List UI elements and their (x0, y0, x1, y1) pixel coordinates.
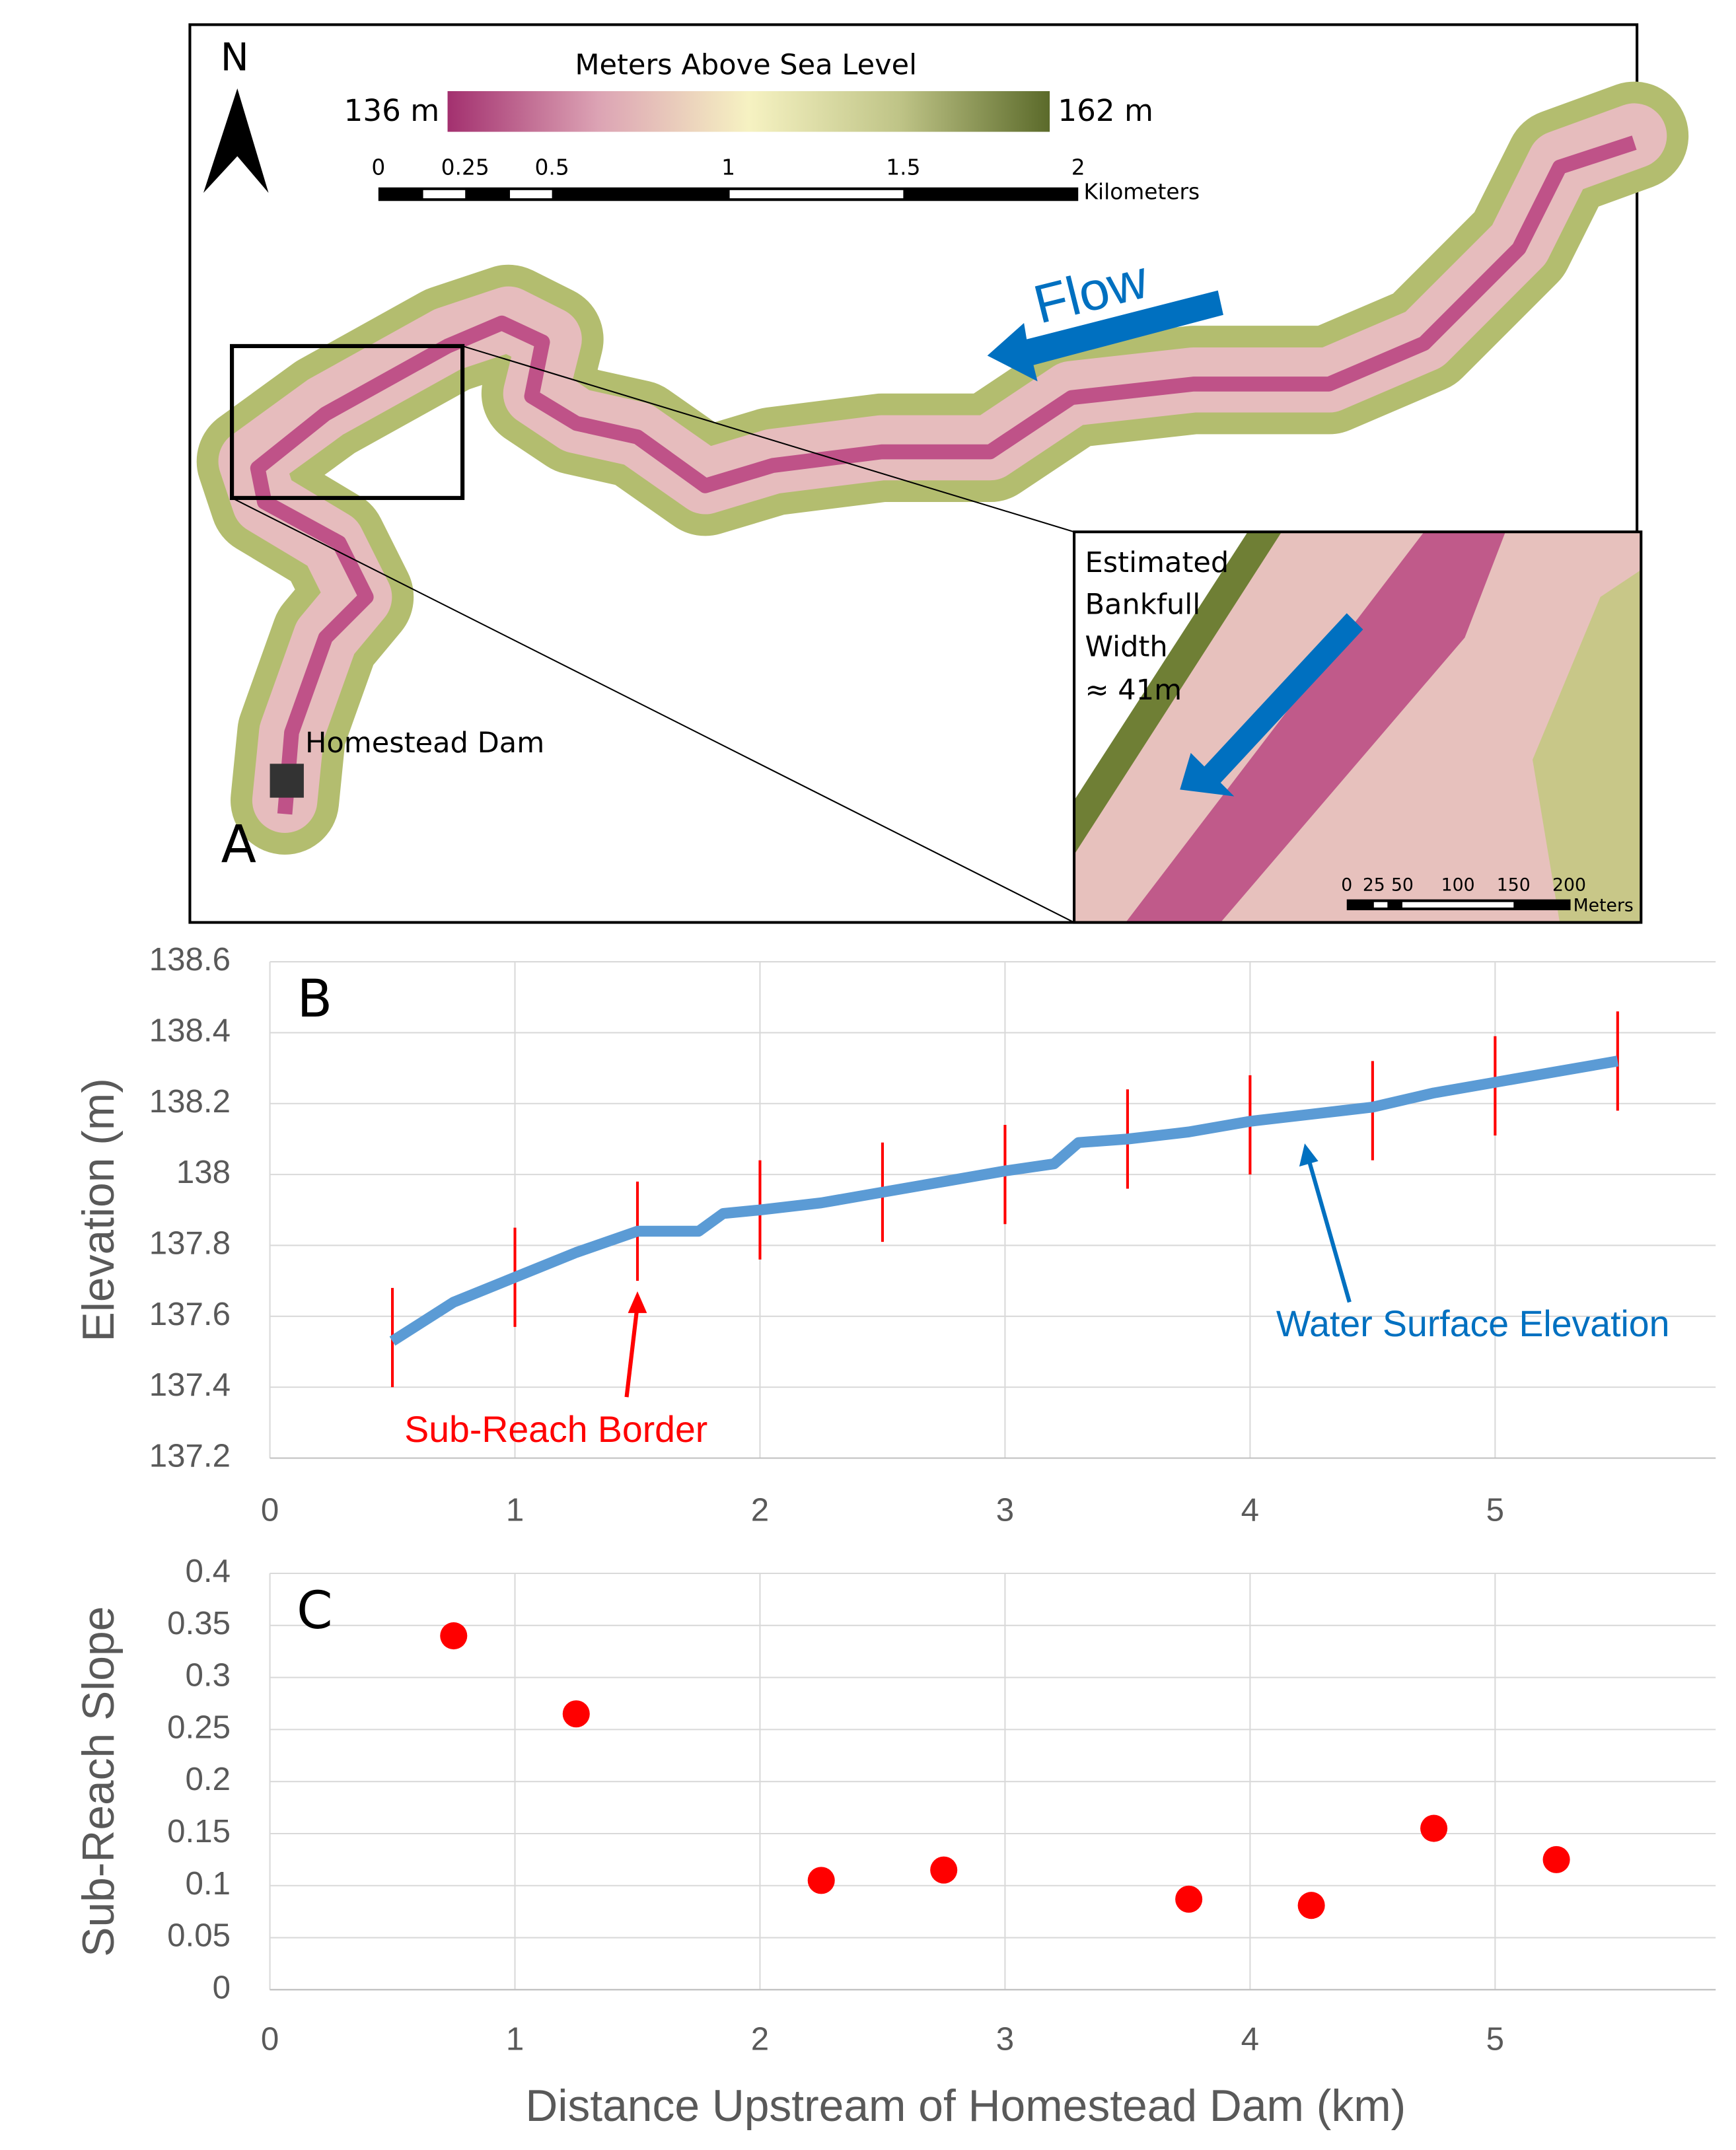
point (930, 1857, 957, 1884)
legend-min: 136 m (344, 93, 440, 128)
x-tick-label: 3 (996, 2021, 1014, 2057)
point (1543, 1846, 1570, 1873)
point (808, 1867, 835, 1894)
annotation: Sub-Reach Border (404, 1409, 707, 1450)
y-tick-label: 138.4 (149, 1012, 231, 1048)
page: {"map":{"north":"N","legend_title":"Mete… (0, 0, 1736, 2150)
y-tick-label: 0.1 (186, 1865, 231, 1902)
x-tick-label: 0 (261, 2021, 279, 2057)
scale-unit: Kilometers (1083, 179, 1200, 204)
map-panel: N Meters Above Sea Level 136 m 162 m 0 0… (190, 24, 1641, 922)
panel-label: B (297, 970, 333, 1029)
colorbar (448, 91, 1050, 132)
legend-title: Meters Above Sea Level (575, 49, 917, 82)
y-tick-label: 138.6 (149, 941, 231, 978)
x-tick-label: 0 (261, 1492, 279, 1528)
scale-label: 2 (1071, 155, 1085, 180)
scale-label: 1 (721, 155, 735, 180)
x-tick-label: 2 (751, 1492, 769, 1528)
inset-note: Estimated (1085, 546, 1229, 579)
y-tick-label: 0.05 (167, 1917, 231, 1954)
y-axis-title: Elevation (m) (74, 1078, 124, 1342)
y-tick-label: 0 (213, 1969, 231, 2005)
scale-bar (423, 190, 466, 198)
annotation-arrow (627, 1305, 637, 1398)
annotation-arrow (1309, 1160, 1350, 1303)
y-tick-label: 137.6 (149, 1296, 231, 1332)
point (1298, 1892, 1325, 1919)
y-tick-label: 0.25 (167, 1709, 231, 1745)
panel-label: A (221, 815, 256, 875)
panel-label: C (297, 1581, 332, 1641)
y-tick-label: 0.35 (167, 1605, 231, 1641)
y-axis-title: Sub-Reach Slope (74, 1606, 124, 1957)
x-tick-label: 5 (1486, 2021, 1504, 2057)
point (563, 1700, 590, 1727)
inset-scale-bar (1374, 902, 1388, 908)
scale-bar (379, 188, 1078, 201)
x-tick-label: 5 (1486, 1492, 1504, 1528)
y-tick-label: 138 (176, 1154, 231, 1190)
scale-bar (379, 188, 1078, 201)
scale-label: 1.5 (886, 155, 920, 180)
x-tick-label: 1 (506, 2021, 524, 2057)
point (1420, 1815, 1447, 1842)
scale-bar (510, 190, 552, 198)
y-tick-label: 137.8 (149, 1225, 231, 1261)
inset-scale-bar (1402, 902, 1513, 908)
inset-scale-label: 150 (1497, 875, 1531, 896)
north-label: N (221, 35, 249, 79)
x-axis-title: Distance Upstream of Homestead Dam (km) (525, 2081, 1406, 2131)
y-tick-label: 0.3 (186, 1657, 231, 1694)
x-tick-label: 2 (751, 2021, 769, 2057)
y-tick-label: 0.4 (186, 1553, 231, 1589)
inset-scale-unit: Meters (1573, 895, 1634, 915)
dam-label: Homestead Dam (305, 727, 544, 760)
y-tick-label: 137.2 (149, 1438, 231, 1474)
dam-marker (270, 764, 304, 797)
scale-label: 0.5 (535, 155, 569, 180)
point (440, 1622, 467, 1649)
annotation-arrow (628, 1291, 647, 1313)
scale-label: 0.25 (441, 155, 489, 180)
scale-bar (730, 190, 904, 198)
x-tick-label: 4 (1241, 2021, 1259, 2057)
point (1175, 1886, 1202, 1913)
annotation-arrow (1299, 1143, 1319, 1166)
x-tick-label: 1 (506, 1492, 524, 1528)
legend-max: 162 m (1058, 93, 1153, 128)
x-tick-label: 4 (1241, 1492, 1259, 1528)
inset-note: Bankfull (1085, 589, 1201, 622)
inset-note: Width (1085, 630, 1168, 663)
figure: N Meters Above Sea Level 136 m 162 m 0 0… (0, 0, 1736, 2150)
inset-scale-label: 100 (1441, 875, 1475, 896)
y-tick-label: 0.15 (167, 1813, 231, 1849)
y-tick-label: 0.2 (186, 1761, 231, 1797)
inset-scale-label: 200 (1552, 875, 1586, 896)
inset-scale-label: 50 (1391, 875, 1414, 896)
annotation: Water Surface Elevation (1276, 1303, 1670, 1344)
inset-scale-label: 25 (1363, 875, 1385, 896)
x-tick-label: 3 (996, 1492, 1014, 1528)
inset-scale-label: 0 (1341, 875, 1352, 896)
y-tick-label: 137.4 (149, 1367, 231, 1403)
inset-note: ≈ 41m (1085, 674, 1182, 707)
scale-label: 0 (371, 155, 385, 180)
y-tick-label: 138.2 (149, 1083, 231, 1120)
